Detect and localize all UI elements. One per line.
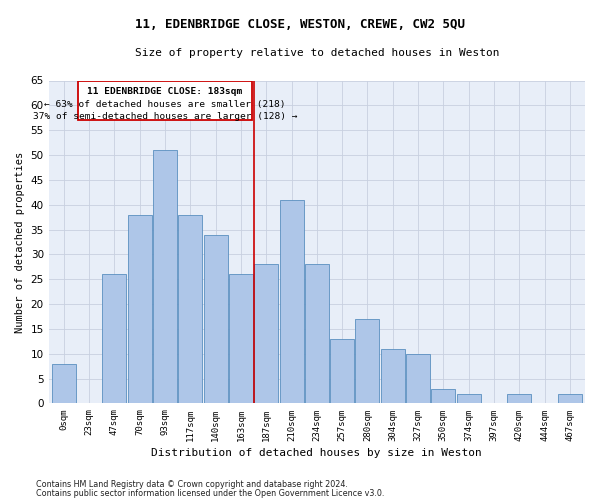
X-axis label: Distribution of detached houses by size in Weston: Distribution of detached houses by size … — [151, 448, 482, 458]
Bar — [507, 394, 531, 404]
Title: Size of property relative to detached houses in Weston: Size of property relative to detached ho… — [134, 48, 499, 58]
Bar — [203, 234, 227, 404]
Bar — [406, 354, 430, 404]
Bar — [254, 264, 278, 404]
Bar — [381, 349, 405, 404]
FancyBboxPatch shape — [78, 82, 253, 120]
Bar — [431, 388, 455, 404]
Bar — [103, 274, 127, 404]
Bar — [355, 319, 379, 404]
Bar — [305, 264, 329, 404]
Text: 11, EDENBRIDGE CLOSE, WESTON, CREWE, CW2 5QU: 11, EDENBRIDGE CLOSE, WESTON, CREWE, CW2… — [135, 18, 465, 30]
Bar — [178, 214, 202, 404]
Bar — [52, 364, 76, 404]
Text: Contains public sector information licensed under the Open Government Licence v3: Contains public sector information licen… — [36, 488, 385, 498]
Text: 11 EDENBRIDGE CLOSE: 183sqm: 11 EDENBRIDGE CLOSE: 183sqm — [88, 88, 242, 96]
Text: 37% of semi-detached houses are larger (128) →: 37% of semi-detached houses are larger (… — [33, 112, 297, 122]
Y-axis label: Number of detached properties: Number of detached properties — [15, 152, 25, 332]
Bar — [457, 394, 481, 404]
Bar — [229, 274, 253, 404]
Bar — [153, 150, 177, 404]
Bar — [280, 200, 304, 404]
Bar — [128, 214, 152, 404]
Bar — [558, 394, 582, 404]
Bar — [330, 339, 354, 404]
Text: ← 63% of detached houses are smaller (218): ← 63% of detached houses are smaller (21… — [44, 100, 286, 109]
Text: Contains HM Land Registry data © Crown copyright and database right 2024.: Contains HM Land Registry data © Crown c… — [36, 480, 348, 489]
